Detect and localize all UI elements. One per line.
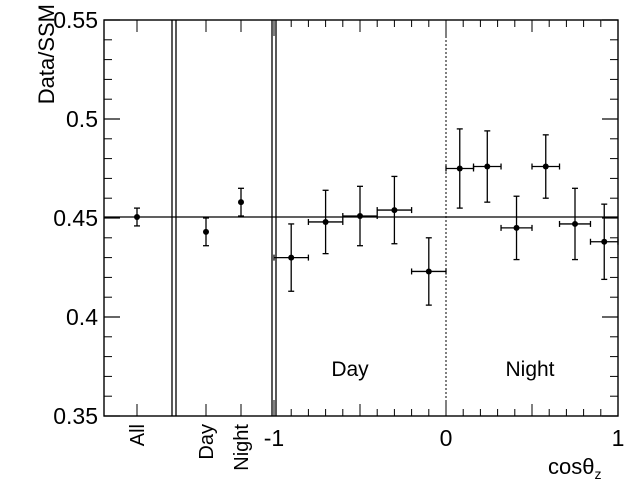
category-label: Night [231, 424, 253, 471]
labels-group: Data/SSM cosθz Day Night 0.35 0.4 0.45 0.5 0… [34, 4, 624, 482]
zenith-point-6-marker [456, 165, 463, 172]
zenith-point-11-marker [601, 238, 608, 245]
summary-point-all-marker [134, 214, 140, 221]
zenith-point-7-marker [484, 163, 491, 170]
x-tick-label: -1 [264, 425, 284, 451]
x-axis-title: cosθz [548, 454, 601, 482]
zenith-point-1-marker [288, 254, 295, 261]
y-axis-title: Data/SSM [34, 4, 59, 104]
zenith-point-8-marker [513, 224, 520, 231]
zenith-point-4-marker [391, 207, 398, 214]
category-label: All [127, 424, 149, 446]
zenith-point-2-marker [322, 218, 329, 225]
x-tick-label: 1 [612, 425, 625, 451]
zenith-point-9-marker [542, 163, 549, 170]
x-axis-title-subscript: z [594, 466, 601, 482]
y-tick-label: 0.35 [53, 403, 98, 429]
category-label: Day [196, 424, 218, 460]
zenith-point-5-marker [425, 268, 432, 275]
x-axis-title-main: cosθ [548, 454, 594, 479]
zenith-point-10-marker [572, 220, 578, 227]
plot-frame-group [103, 19, 619, 417]
summary-point-day-marker [203, 228, 209, 235]
region-label-day: Day [331, 358, 369, 381]
marks-group [134, 128, 619, 306]
zenith-point-3-marker [357, 213, 363, 220]
ticks-group [104, 19, 619, 417]
summary-point-night-marker [238, 199, 244, 206]
region-label-night: Night [505, 358, 554, 381]
x-tick-label: 0 [440, 425, 453, 451]
y-tick-label: 0.4 [66, 304, 98, 330]
y-tick-label: 0.5 [66, 106, 98, 132]
y-tick-label: 0.55 [53, 7, 98, 33]
y-tick-label: 0.45 [53, 205, 98, 231]
